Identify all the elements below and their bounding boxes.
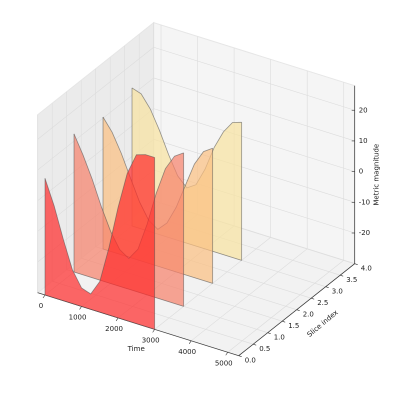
y-tick-label: 2.0	[303, 311, 314, 319]
y-tick	[311, 297, 315, 300]
z-tick-label: -20	[359, 229, 370, 237]
y-tick	[296, 309, 300, 311]
x-tick-label: 4000	[178, 348, 196, 356]
slice-fill	[45, 154, 155, 330]
z-tick-label: 20	[359, 106, 368, 114]
y-tick-label: 0.5	[259, 345, 270, 353]
x-tick-label: 2000	[105, 325, 123, 333]
x-axis-label: Time	[127, 345, 145, 353]
z-tick-label: -10	[359, 198, 370, 206]
slice-curve	[44, 154, 155, 295]
x-tick-label: 1000	[69, 313, 87, 321]
y-tick	[238, 355, 242, 357]
grid-line	[153, 77, 355, 142]
y-tick	[354, 263, 358, 265]
x-tick	[115, 317, 119, 322]
grid-line	[153, 139, 355, 203]
grid-line	[153, 108, 355, 172]
y-tick	[325, 286, 329, 288]
y-tick-label: 3.0	[332, 288, 343, 296]
z-tick-label: 0	[359, 168, 363, 176]
y-tick-label: 1.0	[274, 334, 285, 342]
x-tick	[152, 329, 155, 333]
x-tick	[188, 340, 192, 344]
y-tick-label: 1.5	[288, 322, 299, 330]
x-tick	[225, 352, 228, 356]
slice-base	[44, 294, 155, 330]
x-tick	[42, 294, 46, 299]
z-tick-label: 10	[359, 137, 368, 145]
x-tick-label: 3000	[142, 336, 160, 344]
y-tick	[267, 332, 271, 334]
z-axis-label: Metric magnitude	[373, 144, 381, 206]
grid-line	[37, 47, 154, 140]
y-tick	[253, 343, 257, 346]
y-tick	[340, 274, 344, 277]
grid-line	[153, 46, 355, 111]
y-tick-label: 3.5	[346, 276, 357, 284]
y-tick-label: 2.5	[317, 299, 328, 307]
y-tick	[282, 320, 286, 323]
x-tick	[79, 306, 82, 310]
y-tick-label: 0.0	[245, 357, 256, 365]
y-tick-label: 4.0	[361, 265, 372, 273]
x-tick-label: 5000	[215, 359, 233, 367]
x-tick-label: 0	[39, 302, 43, 310]
slice-fill	[74, 133, 184, 307]
